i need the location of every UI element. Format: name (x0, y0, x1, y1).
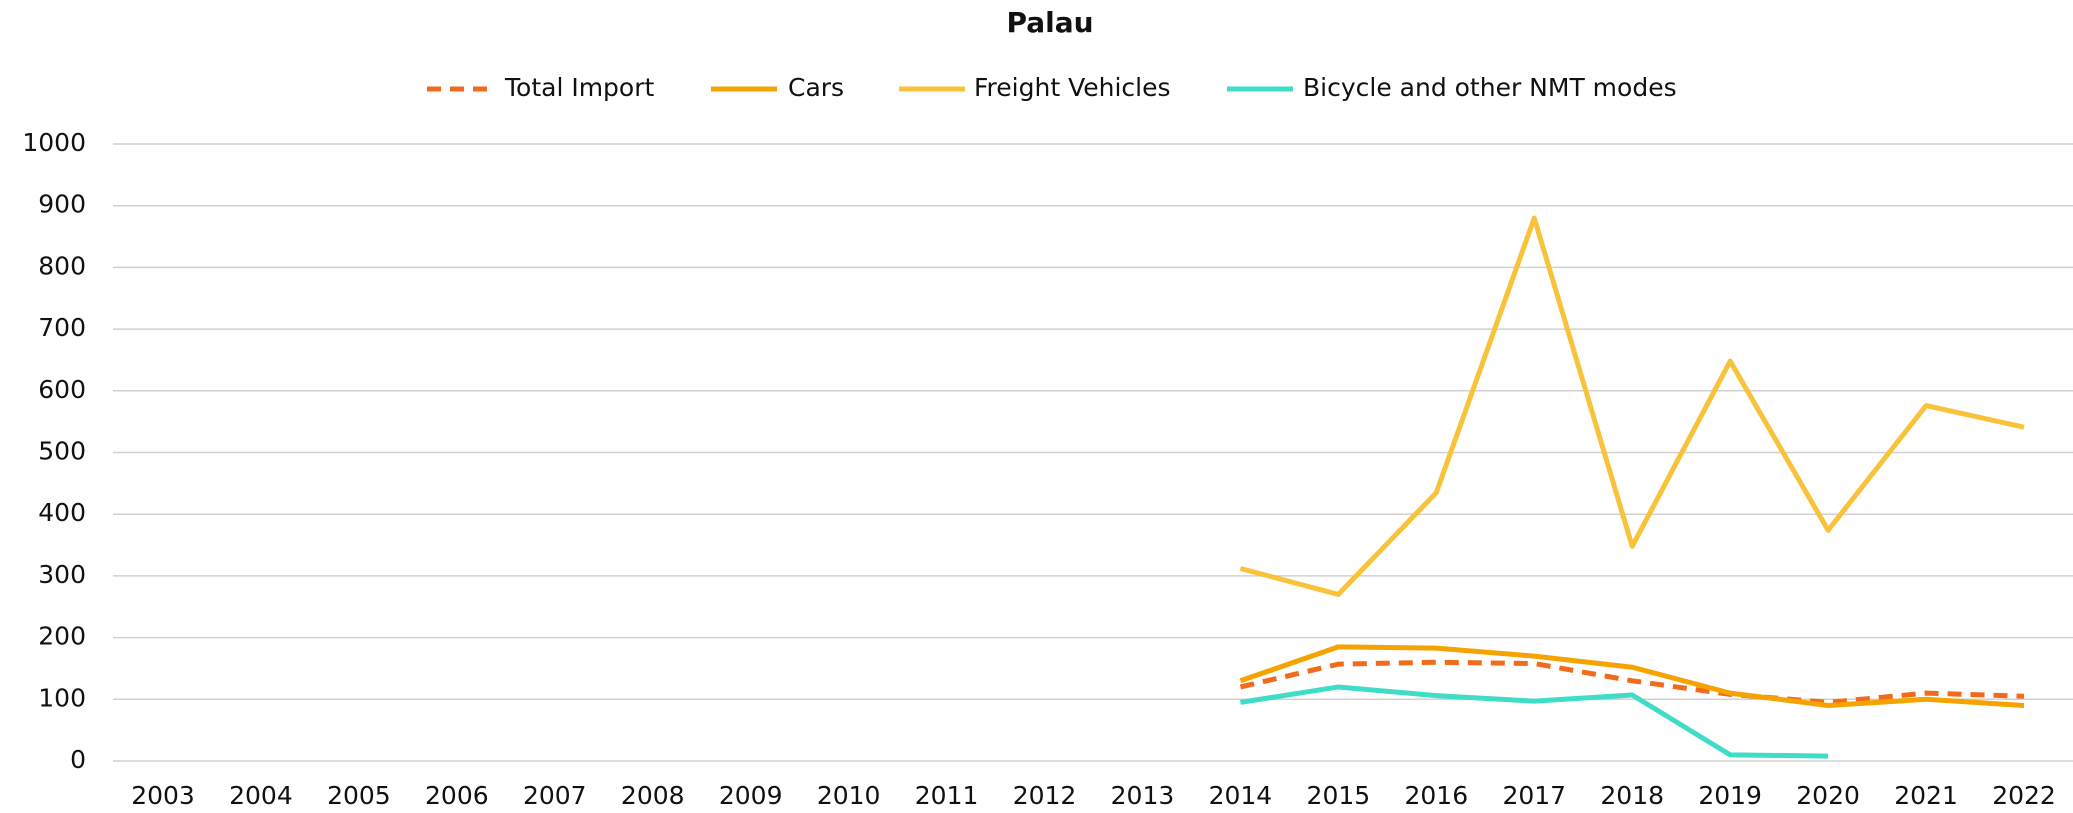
legend-label: Total Import (504, 73, 655, 102)
x-tick-label: 2007 (523, 781, 587, 810)
x-tick-label: 2013 (1111, 781, 1175, 810)
x-tick-label: 2020 (1796, 781, 1860, 810)
y-tick-label: 200 (38, 622, 86, 651)
y-tick-label: 400 (38, 498, 86, 527)
y-tick-label: 500 (38, 437, 86, 466)
y-tick-label: 300 (38, 560, 86, 589)
x-tick-label: 2014 (1209, 781, 1273, 810)
x-tick-label: 2008 (621, 781, 685, 810)
line-series (1239, 659, 2025, 705)
line-series (1240, 684, 1829, 759)
x-tick-label: 2004 (229, 781, 293, 810)
y-tick-label: 1000 (22, 128, 86, 157)
x-tick-label: 2016 (1405, 781, 1469, 810)
y-tick-label: 900 (38, 190, 86, 219)
x-tick-label: 2018 (1600, 781, 1664, 810)
x-tick-label: 2006 (425, 781, 489, 810)
legend-label: Freight Vehicles (974, 73, 1171, 102)
x-tick-label: 2021 (1894, 781, 1958, 810)
legend-label: Cars (788, 73, 844, 102)
line-series (1239, 644, 2025, 708)
y-tick-label: 800 (38, 251, 86, 280)
x-tick-label: 2012 (1013, 781, 1077, 810)
x-tick-label: 2010 (817, 781, 881, 810)
x-tick-label: 2005 (327, 781, 391, 810)
x-tick-label: 2017 (1502, 781, 1566, 810)
legend-label: Bicycle and other NMT modes (1303, 73, 1677, 102)
x-tick-label: 2009 (719, 781, 783, 810)
x-tick-label: 2015 (1307, 781, 1371, 810)
x-tick-label: 2022 (1992, 781, 2056, 810)
chart-title: Palau (1006, 6, 1093, 39)
x-tick-label: 2019 (1698, 781, 1762, 810)
line-series (1239, 215, 2025, 597)
y-tick-label: 0 (70, 745, 86, 774)
y-tick-label: 700 (38, 313, 86, 342)
x-tick-label: 2011 (915, 781, 979, 810)
x-tick-label: 2003 (131, 781, 195, 810)
y-tick-label: 600 (38, 375, 86, 404)
y-tick-label: 100 (38, 683, 86, 712)
